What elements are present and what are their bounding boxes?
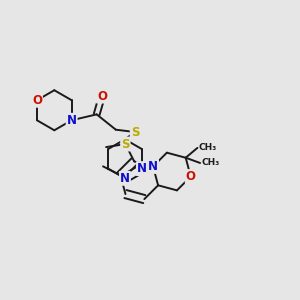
Text: N: N — [148, 160, 158, 173]
Text: O: O — [186, 170, 196, 183]
Text: O: O — [97, 90, 107, 103]
Text: S: S — [131, 125, 139, 139]
Text: N: N — [67, 114, 76, 127]
Text: S: S — [121, 138, 130, 151]
Text: O: O — [32, 94, 42, 107]
Text: N: N — [137, 162, 147, 175]
Text: N: N — [120, 172, 130, 185]
Text: CH₃: CH₃ — [202, 158, 220, 167]
Text: CH₃: CH₃ — [199, 143, 217, 152]
